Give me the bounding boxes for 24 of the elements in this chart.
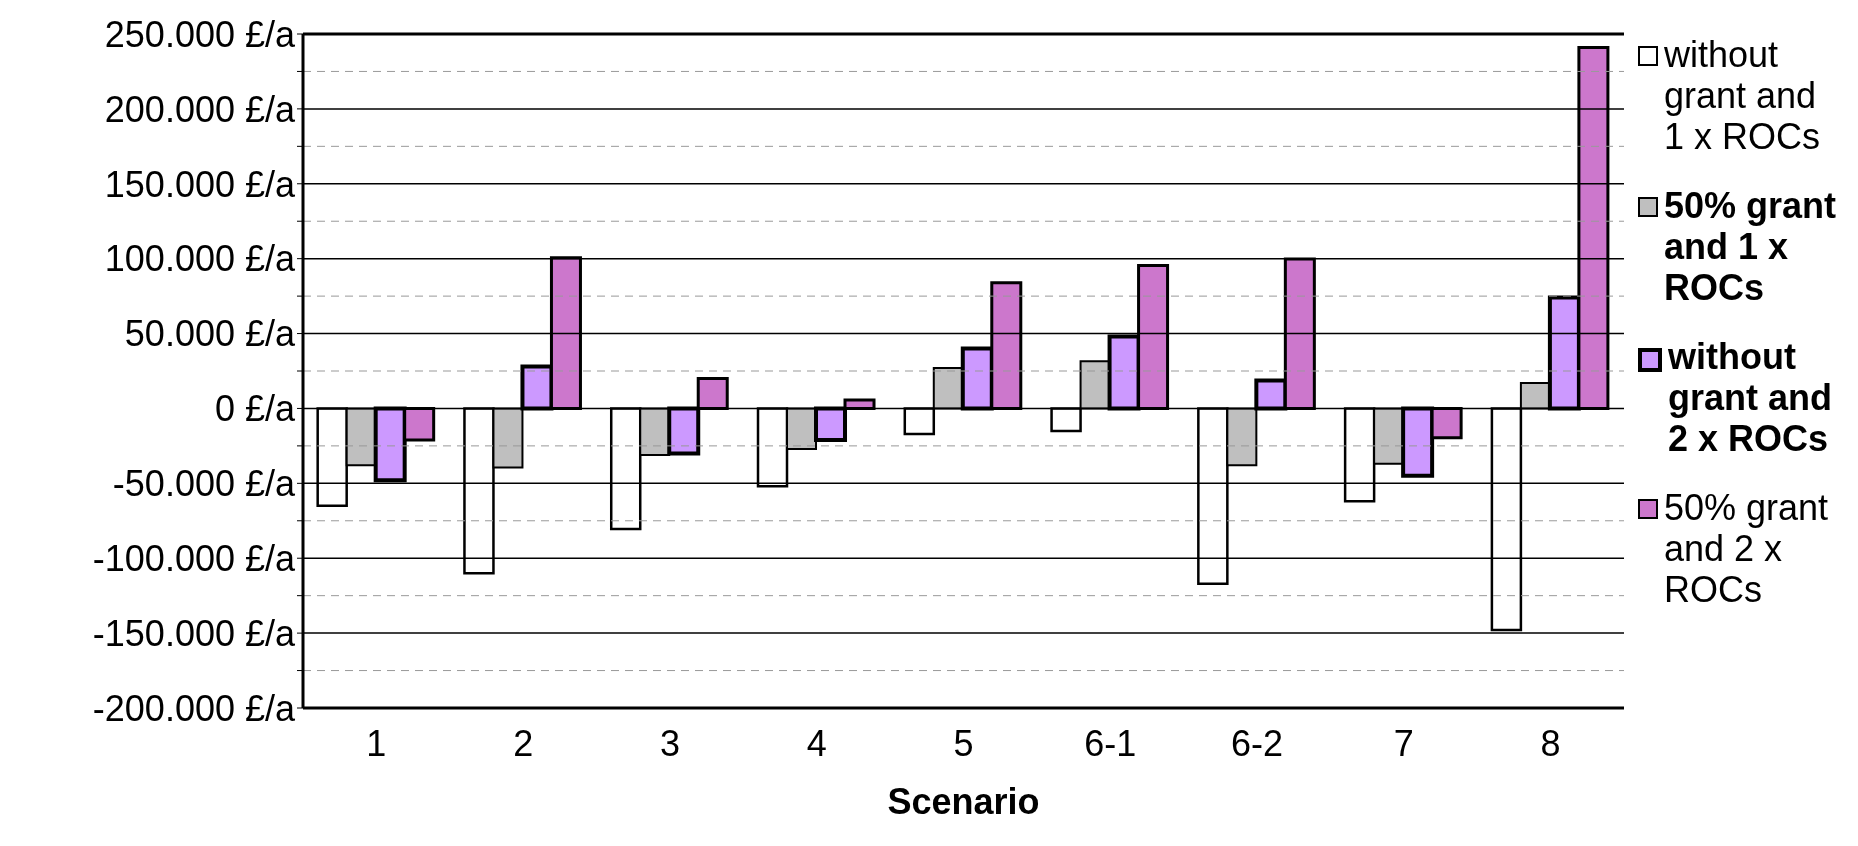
x-tick-label: 7 [1393, 722, 1414, 764]
x-tick-label: 2 [513, 722, 534, 764]
x-tick-label: 4 [806, 722, 827, 764]
y-tick-label: 200.000 £/a [104, 88, 296, 130]
y-tick-label: 150.000 £/a [104, 163, 296, 205]
legend-label: 50% grant and 2 x ROCs [1664, 487, 1830, 610]
y-tick-label: 50.000 £/a [124, 313, 296, 355]
y-tick-label: -200.000 £/a [92, 687, 296, 729]
x-tick-label: 8 [1540, 722, 1561, 764]
x-tick-label: 5 [953, 722, 974, 764]
y-tick-label: -50.000 £/a [112, 463, 296, 505]
y-tick-label: 250.000 £/a [104, 13, 296, 55]
legend-label: without grant and 1 x ROCs [1664, 34, 1822, 157]
y-tick-label: 100.000 £/a [104, 238, 296, 280]
y-tick-label: -150.000 £/a [92, 612, 296, 654]
x-tick-label: 1 [366, 722, 387, 764]
x-tick-label: 6-2 [1231, 722, 1284, 764]
y-tick-label: 0 £/a [214, 388, 296, 430]
x-axis-title: Scenario [887, 781, 1040, 822]
legend-label: 50% grant and 1 x ROCs [1664, 185, 1838, 308]
legend-label: without grant and 2 x ROCs [1668, 336, 1833, 459]
x-tick-label: 6-1 [1084, 722, 1137, 764]
x-tick-label: 3 [659, 722, 680, 764]
y-tick-label: -100.000 £/a [92, 538, 296, 579]
